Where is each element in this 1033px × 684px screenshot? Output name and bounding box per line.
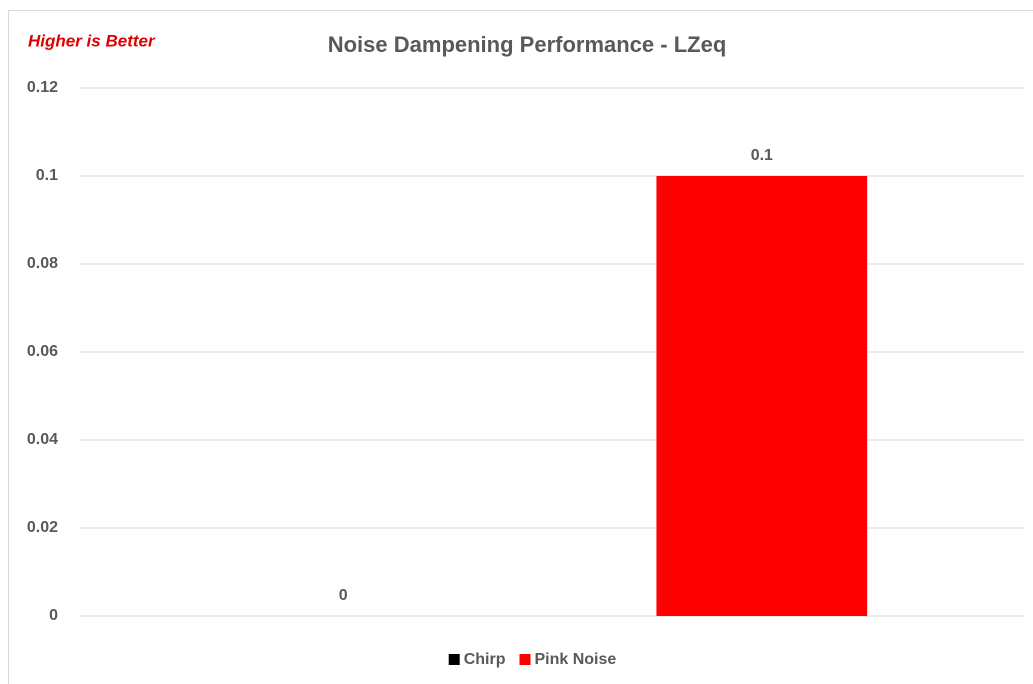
y-tick-label: 0.1 bbox=[36, 167, 58, 184]
legend-label: Chirp bbox=[464, 651, 506, 668]
value-label: 0 bbox=[339, 587, 348, 604]
chart-border bbox=[8, 10, 1033, 684]
legend-swatch bbox=[519, 654, 531, 665]
bar bbox=[656, 176, 868, 616]
value-label: 0.1 bbox=[751, 147, 773, 164]
y-tick-label: 0.12 bbox=[27, 79, 58, 96]
annotation: Higher is Better bbox=[28, 31, 156, 50]
y-tick-label: 0.08 bbox=[27, 255, 58, 272]
legend-swatch bbox=[448, 654, 460, 665]
y-tick-label: 0.04 bbox=[27, 431, 58, 448]
y-tick-label: 0 bbox=[49, 607, 58, 624]
chart-title: Noise Dampening Performance - LZeq bbox=[328, 32, 727, 57]
y-tick-label: 0.02 bbox=[27, 519, 58, 536]
y-tick-label: 0.06 bbox=[27, 343, 58, 360]
legend-label: Pink Noise bbox=[534, 651, 616, 668]
